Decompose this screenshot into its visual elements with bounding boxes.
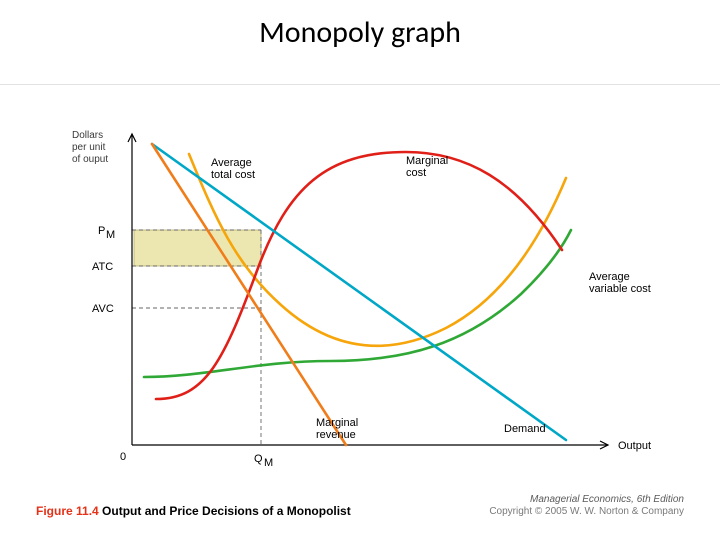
qm-label-q: Q xyxy=(254,453,263,465)
caption-right: Managerial Economics, 6th Edition Copyri… xyxy=(489,494,684,518)
curve-labels: Average total cost Marginal cost Average… xyxy=(211,155,651,441)
y-axis-label-1: Dollars xyxy=(72,130,103,141)
origin-label: 0 xyxy=(120,451,126,463)
mr-curve-label-2: revenue xyxy=(316,429,356,441)
demand-curve xyxy=(152,144,566,440)
caption-row: Figure 11.4 Output and Price Decisions o… xyxy=(36,494,684,518)
slide: Monopoly graph xyxy=(0,0,720,540)
monopoly-figure: Dollars per unit of ouput Output 0 P M A… xyxy=(36,95,684,505)
demand-curve-label: Demand xyxy=(504,423,546,435)
pm-label: P M xyxy=(98,225,115,241)
monopoly-svg: Dollars per unit of ouput Output 0 P M A… xyxy=(36,95,684,505)
x-axis-label: Output xyxy=(618,440,651,452)
divider xyxy=(0,84,720,85)
curves xyxy=(144,144,571,445)
page-title: Monopoly graph xyxy=(0,14,720,51)
source-line-2: Copyright © 2005 W. W. Norton & Company xyxy=(489,506,684,518)
atc-curve-label-2: total cost xyxy=(211,169,255,181)
y-axis-label-3: of ouput xyxy=(72,154,108,165)
source-line-1: Managerial Economics, 6th Edition xyxy=(489,494,684,506)
mc-curve-label-1: Marginal xyxy=(406,155,448,167)
avc-curve-label-1: Average xyxy=(589,271,630,283)
figure-title: Output and Price Decisions of a Monopoli… xyxy=(102,504,351,518)
avc-label: AVC xyxy=(92,303,114,315)
atc-curve-label-1: Average xyxy=(211,157,252,169)
y-axis-label-2: per unit xyxy=(72,142,106,153)
atc-label: ATC xyxy=(92,261,113,273)
caption-left: Figure 11.4 Output and Price Decisions o… xyxy=(36,504,351,518)
mr-curve xyxy=(152,144,346,445)
avc-curve-label-2: variable cost xyxy=(589,283,651,295)
pm-label-p: P xyxy=(98,225,105,237)
qm-label-sub: M xyxy=(264,457,273,469)
pm-label-sub: M xyxy=(106,229,115,241)
mr-curve-label-1: Marginal xyxy=(316,417,358,429)
figure-number: Figure 11.4 xyxy=(36,504,99,518)
qm-label: Q M xyxy=(254,453,273,469)
mc-curve-label-2: cost xyxy=(406,167,426,179)
